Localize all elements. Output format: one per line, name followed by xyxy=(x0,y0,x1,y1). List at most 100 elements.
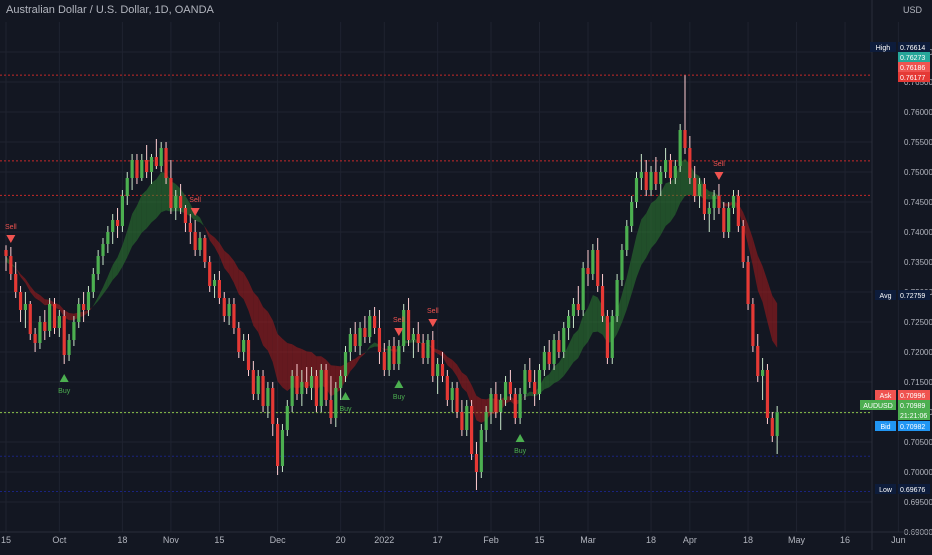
ribbon-segment-bear xyxy=(301,349,307,388)
time-tick-label: 18 xyxy=(743,535,753,545)
ribbon-segment-bull xyxy=(588,295,593,342)
price-label-value: 0.70996 xyxy=(900,393,925,400)
candle-up xyxy=(615,280,619,316)
ribbon-segment-bull xyxy=(132,205,137,247)
ribbon-segment-bear xyxy=(457,364,462,388)
price-label-value: 21:21:06 xyxy=(900,413,927,420)
ribbon-segment-bear xyxy=(442,351,448,366)
ribbon-segment-bear xyxy=(437,349,443,357)
candle-up xyxy=(610,316,614,358)
candle-up xyxy=(343,352,348,376)
sell-signal-arrow xyxy=(714,172,724,180)
candle-down xyxy=(208,262,212,286)
candle-down xyxy=(4,250,8,256)
ribbon-segment-bull xyxy=(583,307,588,348)
candle-down xyxy=(770,418,774,436)
candle-up xyxy=(630,202,634,226)
ribbon-segment-bull xyxy=(680,158,685,204)
ribbon-segment-bull xyxy=(617,294,622,334)
candle-down xyxy=(693,178,697,196)
price-axis[interactable]: 0.770000.765000.760000.755000.750000.745… xyxy=(871,0,932,550)
price-label-value: 0.76614 xyxy=(900,45,925,52)
candle-up xyxy=(562,328,566,352)
candle-down xyxy=(43,322,47,331)
candle-up xyxy=(489,394,493,412)
ribbon-segment-bear xyxy=(238,269,244,300)
candle-up xyxy=(499,400,503,412)
price-label-box xyxy=(898,410,930,420)
candle-up xyxy=(727,208,731,232)
ribbon-segment-bear xyxy=(452,359,458,377)
ribbon-segment-bull xyxy=(558,355,564,381)
candle-down xyxy=(751,304,755,346)
candle-up xyxy=(212,280,217,286)
ribbon-segment-bear xyxy=(471,385,477,421)
candle-down xyxy=(741,226,745,262)
buy-signal-arrow xyxy=(515,434,525,442)
candle-down xyxy=(576,304,580,310)
price-label-value: 0.70989 xyxy=(900,403,925,410)
time-axis[interactable]: 15 Oct 18 Nov 15 Dec 20 2022 17 Feb 15 Mar 18 Apr 18 Ma… xyxy=(0,531,932,545)
buy-signal-arrow xyxy=(394,380,404,388)
candle-up xyxy=(159,148,163,166)
candle-down xyxy=(421,343,425,358)
time-tick-label: Dec xyxy=(270,535,287,545)
candle-up xyxy=(503,382,508,400)
sell-signal-label: Sell xyxy=(393,317,405,324)
ribbon-segment-bear xyxy=(743,212,749,245)
candle-up xyxy=(436,364,440,376)
currency-label[interactable]: USD xyxy=(902,5,922,15)
candle-down xyxy=(237,328,241,352)
candle-down xyxy=(392,346,396,364)
time-tick-label: Oct xyxy=(52,535,67,545)
candle-down xyxy=(416,334,420,343)
ribbon-segment-bull xyxy=(107,265,113,288)
price-tick-label: 0.73500 xyxy=(904,258,932,267)
candle-down xyxy=(600,286,605,316)
ribbon-segment-bear xyxy=(267,311,273,363)
candle-down xyxy=(353,334,357,346)
candle-down xyxy=(654,172,658,184)
ribbon-segment-bull xyxy=(122,230,128,267)
price-label-box xyxy=(898,52,930,62)
candle-down xyxy=(305,382,309,388)
ribbon-segment-bear xyxy=(248,281,254,326)
candle-up xyxy=(72,322,76,340)
candle-down xyxy=(668,160,673,178)
price-label-box xyxy=(898,72,930,82)
candle-up xyxy=(712,196,716,208)
candle-down xyxy=(246,340,251,370)
candle-down xyxy=(18,292,23,310)
candle-up xyxy=(96,256,100,274)
price-tick-label: 0.75000 xyxy=(904,168,932,177)
candle-up xyxy=(479,430,483,472)
ribbon-segment-bull xyxy=(103,276,108,295)
candle-up xyxy=(242,340,246,352)
candle-down xyxy=(528,370,532,382)
candle-down xyxy=(377,328,382,352)
ribbon-segment-bear xyxy=(723,203,729,207)
candle-up xyxy=(542,352,546,370)
candle-down xyxy=(688,148,692,178)
candle-down xyxy=(183,208,188,223)
candle-up xyxy=(484,412,488,430)
candle-down xyxy=(188,223,192,232)
price-label-value: 0.70982 xyxy=(900,424,925,431)
candle-down xyxy=(445,376,449,400)
ribbon-segment-bull xyxy=(146,182,152,229)
price-label-value: 0.76177 xyxy=(900,75,925,82)
candle-down xyxy=(324,370,328,400)
ribbon-segment-bull xyxy=(151,179,157,223)
candle-up xyxy=(567,316,571,328)
candle-down xyxy=(251,370,255,394)
candle-down xyxy=(329,400,333,418)
candle-down xyxy=(644,172,648,190)
price-label-box xyxy=(898,390,930,400)
sell-signal-label: Sell xyxy=(713,161,725,168)
candle-up xyxy=(581,268,585,310)
candle-down xyxy=(596,250,600,286)
price-label-box xyxy=(898,42,930,52)
candle-down xyxy=(722,208,726,232)
